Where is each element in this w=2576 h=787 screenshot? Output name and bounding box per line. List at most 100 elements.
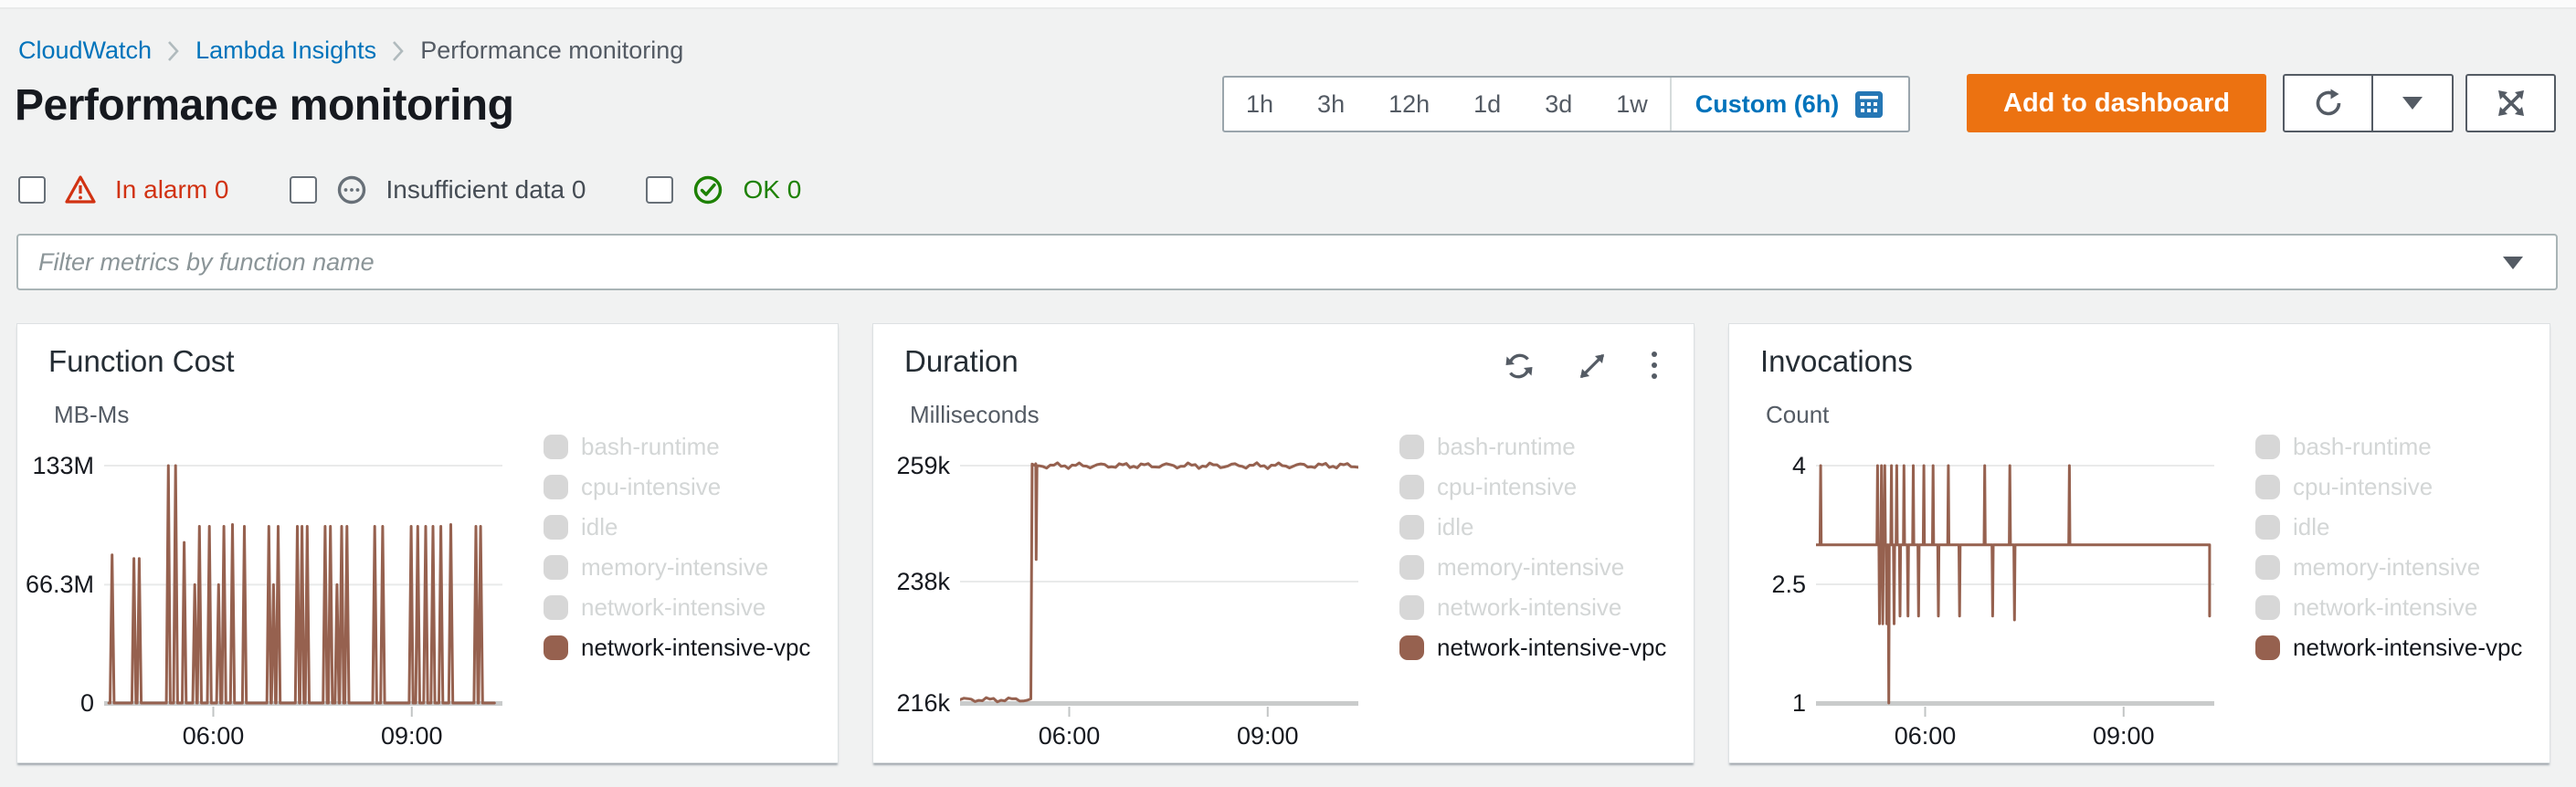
x-tick-label: 06:00 xyxy=(182,722,245,750)
legend-item-bash-runtime[interactable]: bash-runtime xyxy=(544,426,810,467)
y-tick-label: 259k xyxy=(896,452,950,479)
chart-plot[interactable] xyxy=(104,438,502,740)
breadcrumb-cloudwatch[interactable]: CloudWatch xyxy=(18,37,153,64)
refresh-icon xyxy=(2316,89,2340,116)
chart-toolbar xyxy=(1504,350,1659,383)
legend-label: bash-runtime xyxy=(1437,432,1576,460)
chart-expand-icon[interactable] xyxy=(1577,351,1608,382)
legend-item-network-intensive[interactable]: network-intensive xyxy=(2255,587,2522,627)
time-range-1h[interactable]: 1h xyxy=(1246,89,1274,118)
chevron-right-icon xyxy=(166,39,181,63)
legend-label: network-intensive xyxy=(2293,593,2478,621)
breadcrumb-lambda-insights[interactable]: Lambda Insights xyxy=(195,37,377,64)
series-line-network-intensive-vpc xyxy=(107,464,496,705)
filter-dropdown-caret-icon[interactable] xyxy=(2501,255,2525,276)
legend-chip xyxy=(1399,514,1424,540)
time-range-12h[interactable]: 12h xyxy=(1388,89,1431,118)
chart-plot[interactable] xyxy=(960,438,1358,740)
filter-in-alarm[interactable]: In alarm 0 xyxy=(18,173,229,206)
legend-label: network-intensive-vpc xyxy=(1437,633,1667,661)
legend-label: memory-intensive xyxy=(1437,552,1625,581)
legend-chip xyxy=(1399,635,1424,660)
legend-chip xyxy=(544,594,568,620)
legend-chip xyxy=(2255,474,2280,499)
x-tick-label: 06:00 xyxy=(1038,722,1101,750)
x-tick-label: 09:00 xyxy=(1236,722,1299,750)
legend-label: bash-runtime xyxy=(581,432,720,460)
legend-item-idle[interactable]: idle xyxy=(1399,507,1666,547)
in-alarm-checkbox[interactable] xyxy=(18,176,46,204)
legend-item-bash-runtime[interactable]: bash-runtime xyxy=(2255,426,2522,467)
alarm-warning-icon xyxy=(64,173,97,206)
legend-label: cpu-intensive xyxy=(1437,472,1578,500)
fullscreen-button[interactable] xyxy=(2465,74,2556,132)
legend-chip xyxy=(544,474,568,499)
x-tick-label: 09:00 xyxy=(2092,722,2155,750)
legend-chip xyxy=(1399,474,1424,499)
legend-item-cpu-intensive[interactable]: cpu-intensive xyxy=(544,467,810,507)
y-tick-label: 238k xyxy=(896,567,950,595)
chart-legend: bash-runtime cpu-intensive idle memory-inte… xyxy=(544,426,810,667)
legend-item-idle[interactable]: idle xyxy=(544,507,810,547)
y-tick-label: 1 xyxy=(1791,689,1806,717)
time-range-3h[interactable]: 3h xyxy=(1317,89,1346,118)
time-range-custom[interactable]: Custom (6h) xyxy=(1669,78,1909,131)
metric-filter xyxy=(16,234,2558,290)
legend-item-memory-intensive[interactable]: memory-intensive xyxy=(2255,547,2522,587)
legend-item-cpu-intensive[interactable]: cpu-intensive xyxy=(1399,467,1666,507)
y-axis-unit: Count xyxy=(1766,401,1830,428)
chart-plot[interactable] xyxy=(1816,438,2214,740)
refresh-button[interactable] xyxy=(2283,74,2373,132)
legend-item-network-intensive-vpc[interactable]: network-intensive-vpc xyxy=(544,627,810,667)
filter-metrics-input[interactable] xyxy=(16,234,2558,290)
y-axis-unit: MB-Ms xyxy=(54,401,130,428)
refresh-button-group xyxy=(2283,74,2454,132)
legend-label: idle xyxy=(581,512,618,540)
legend-item-memory-intensive[interactable]: memory-intensive xyxy=(544,547,810,587)
time-range-3d[interactable]: 3d xyxy=(1545,89,1573,118)
y-tick-label: 4 xyxy=(1791,452,1806,479)
insufficient-data-checkbox[interactable] xyxy=(289,176,317,204)
legend-chip xyxy=(2255,434,2280,459)
legend-label: network-intensive-vpc xyxy=(581,633,811,661)
legend-item-network-intensive-vpc[interactable]: network-intensive-vpc xyxy=(1399,627,1666,667)
legend-label: network-intensive xyxy=(581,593,766,621)
ok-checkbox[interactable] xyxy=(646,176,674,204)
legend-label: idle xyxy=(2293,512,2330,540)
legend-item-network-intensive-vpc[interactable]: network-intensive-vpc xyxy=(2255,627,2522,667)
x-tick-label: 09:00 xyxy=(380,722,443,750)
ok-label: OK 0 xyxy=(743,175,802,204)
calendar-icon xyxy=(1853,89,1884,120)
legend-chip xyxy=(1399,554,1424,580)
page-title: Performance monitoring xyxy=(15,81,514,130)
chart-title: Function Cost xyxy=(48,344,235,378)
y-tick-label: 216k xyxy=(896,689,950,717)
caret-down-icon xyxy=(2402,97,2423,110)
in-alarm-label: In alarm 0 xyxy=(115,175,229,204)
filter-insufficient-data[interactable]: Insufficient data 0 xyxy=(289,173,586,206)
metric-card: Duration xyxy=(872,323,1694,763)
time-range-1w[interactable]: 1w xyxy=(1616,89,1648,118)
legend-label: cpu-intensive xyxy=(2293,472,2433,500)
legend-item-network-intensive[interactable]: network-intensive xyxy=(544,587,810,627)
legend-item-idle[interactable]: idle xyxy=(2255,507,2522,547)
refresh-options-button[interactable] xyxy=(2373,74,2454,132)
legend-item-network-intensive[interactable]: network-intensive xyxy=(1399,587,1666,627)
series-line-network-intensive-vpc xyxy=(960,461,1358,704)
x-tick-label: 06:00 xyxy=(1894,722,1957,750)
legend-label: memory-intensive xyxy=(581,552,769,581)
metric-card: Invocations xyxy=(1728,323,2550,763)
time-range-1d[interactable]: 1d xyxy=(1473,89,1502,118)
legend-item-bash-runtime[interactable]: bash-runtime xyxy=(1399,426,1666,467)
legend-item-cpu-intensive[interactable]: cpu-intensive xyxy=(2255,467,2522,507)
legend-item-memory-intensive[interactable]: memory-intensive xyxy=(1399,547,1666,587)
add-to-dashboard-button[interactable]: Add to dashboard xyxy=(1967,74,2267,132)
legend-chip xyxy=(544,434,568,459)
chart-refresh-icon[interactable] xyxy=(1504,351,1535,382)
filter-ok[interactable]: OK 0 xyxy=(646,173,801,206)
chart-overflow-icon[interactable] xyxy=(1650,350,1659,383)
legend-chip xyxy=(1399,434,1424,459)
y-tick-label: 66.3M xyxy=(25,571,94,599)
y-axis-unit: Milliseconds xyxy=(910,401,1040,428)
insufficient-data-icon xyxy=(335,173,368,206)
